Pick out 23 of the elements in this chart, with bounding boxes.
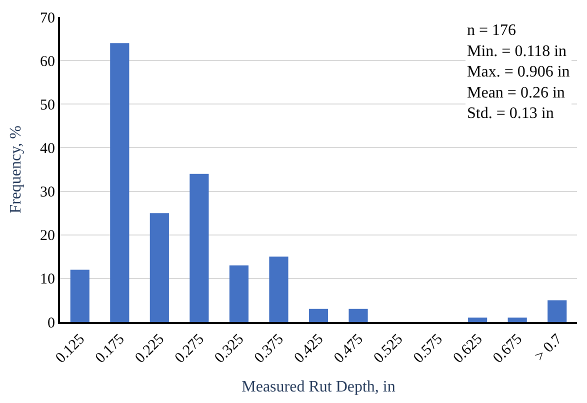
- bar: [110, 43, 130, 322]
- bar: [269, 256, 288, 322]
- x-tick-label: > 0.7: [532, 330, 566, 365]
- bar: [348, 308, 368, 322]
- annotation: n = 176 Min. = 0.118 in Max. = 0.906 in Mean = 0.26 in Std. = 0.13 in: [467, 22, 570, 122]
- x-axis-title: Measured Rut Depth, in: [242, 378, 396, 396]
- bar: [548, 300, 567, 322]
- y-axis-title: Frequency, %: [7, 126, 24, 214]
- bar: [468, 318, 488, 322]
- y-tick-label: 10: [40, 272, 55, 288]
- bar: [70, 270, 90, 322]
- y-tick-label: 40: [40, 140, 55, 157]
- bar: [508, 318, 527, 322]
- y-tick-label: 30: [40, 184, 55, 201]
- y-tick-label: 50: [40, 97, 55, 114]
- y-tick-label: 70: [40, 10, 55, 26]
- y-tick-label: 0: [48, 315, 55, 332]
- bar: [190, 174, 209, 322]
- bar: [229, 265, 249, 322]
- bar: [308, 308, 328, 322]
- y-tick-label: 60: [40, 54, 55, 70]
- bar: [150, 213, 169, 322]
- y-tick-label: 20: [40, 228, 55, 244]
